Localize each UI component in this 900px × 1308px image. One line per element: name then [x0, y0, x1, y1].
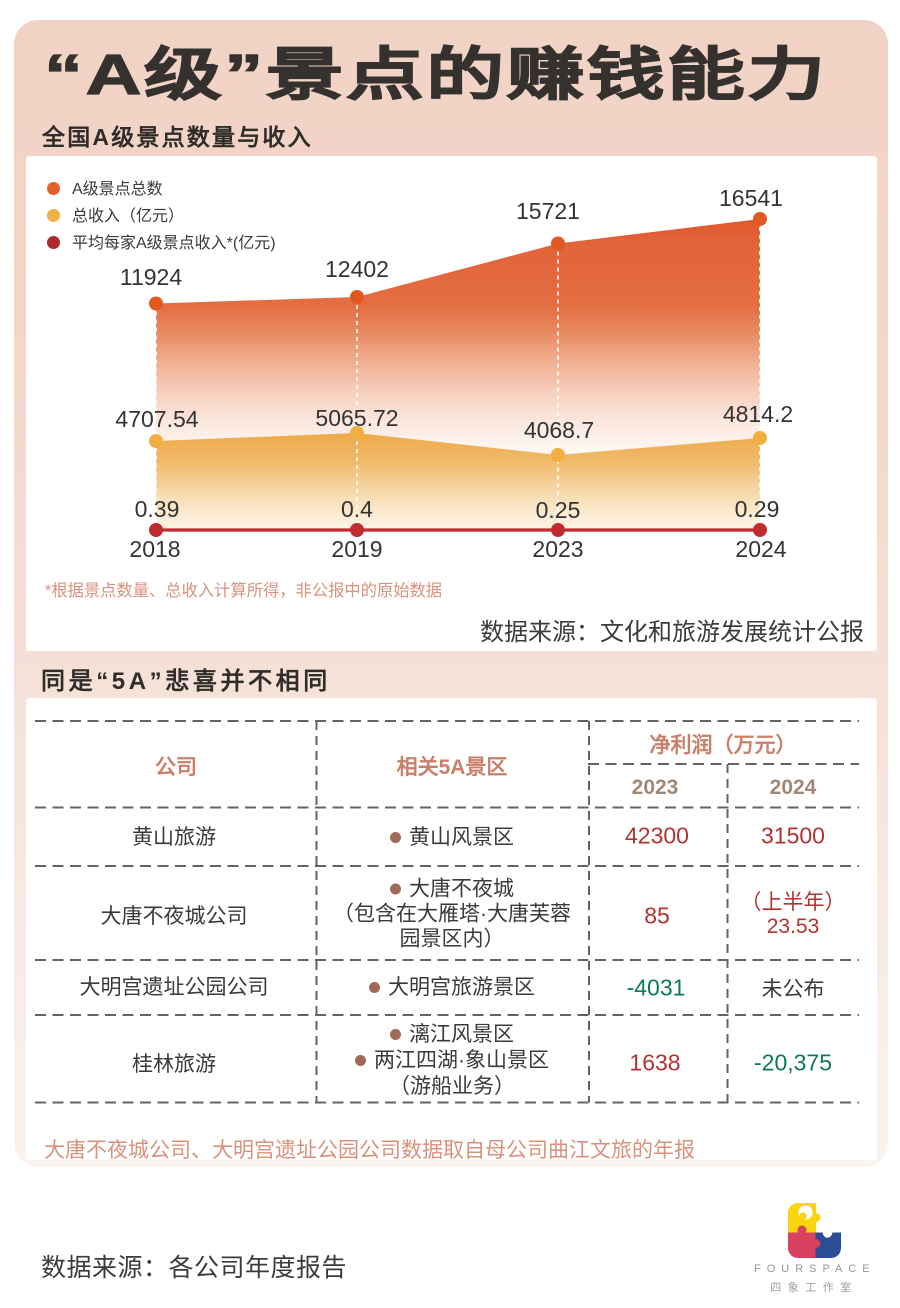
svg-text:0.29: 0.29	[735, 496, 780, 522]
svg-text:2018: 2018	[129, 536, 180, 562]
svg-text:0.4: 0.4	[341, 496, 373, 522]
svg-text:5065.72: 5065.72	[315, 405, 398, 431]
svg-text:15721: 15721	[516, 198, 580, 224]
svg-text:2019: 2019	[331, 536, 382, 562]
svg-text:4707.54: 4707.54	[115, 406, 198, 432]
svg-text:4068.7: 4068.7	[524, 417, 594, 443]
svg-text:4814.2: 4814.2	[723, 401, 793, 427]
svg-text:2024: 2024	[735, 536, 786, 562]
svg-text:0.25: 0.25	[536, 497, 581, 523]
svg-text:11924: 11924	[120, 264, 182, 290]
svg-text:0.39: 0.39	[135, 496, 180, 522]
svg-text:16541: 16541	[719, 185, 783, 211]
svg-text:2023: 2023	[532, 536, 583, 562]
svg-text:12402: 12402	[325, 256, 389, 282]
